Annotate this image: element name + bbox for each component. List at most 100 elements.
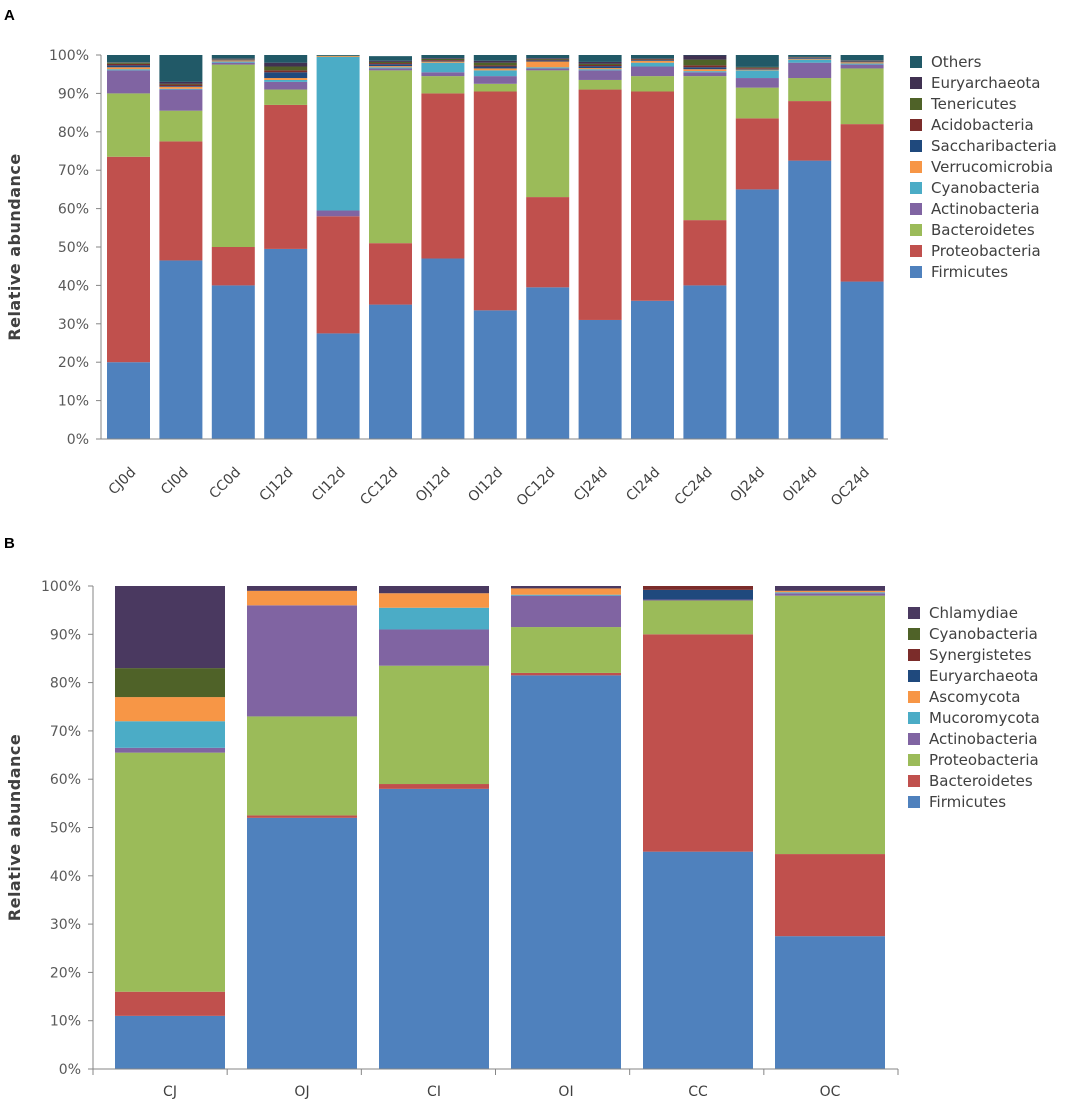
panel-a-bar-cj0d-saccharibacteria	[107, 65, 150, 68]
panel-a-bar-oc24d-cyanobacteria	[840, 63, 884, 65]
panel-a-bar-cj12d-tenericutes	[264, 66, 308, 71]
panel-b-xtick-label: OI	[558, 1084, 573, 1100]
panel-a-xtick-label: CC0d	[206, 465, 244, 503]
panel-a-bar-oj24d-bacteroidetes	[735, 87, 779, 119]
panel-a-bar-oj12d-acidobacteria	[421, 59, 465, 61]
panel-b-bar-oi-chlamydiae	[511, 586, 621, 589]
panel-a-bar-ci24d-verrucomicrobia	[631, 60, 674, 63]
panel-a-bar-oj24d-actinobacteria	[735, 78, 779, 88]
panel-a-legend-label-bacteroidetes: Bacteroidetes	[931, 221, 1035, 239]
panel-a-bar-ci12d-verrucomicrobia	[316, 56, 360, 57]
panel-b-ytick-label: 70%	[50, 724, 81, 740]
panel-a-bar-cj24d-bacteroidetes	[578, 79, 622, 90]
panel-label-b: B	[4, 535, 15, 552]
panel-b-bar-ci-chlamydiae	[379, 586, 489, 594]
panel-a-bar-oj12d-tenericutes	[421, 58, 465, 60]
panel-a-bar-oj12d-others	[421, 55, 465, 59]
panel-a-bar-oc24d-bacteroidetes	[840, 68, 884, 125]
panel-a-bar-oi12d-acidobacteria	[473, 65, 517, 67]
panel-b-xtick-label: CC	[688, 1084, 708, 1100]
panel-a-bar-oj24d-proteobacteria	[735, 118, 779, 190]
panel-a-legend-swatch-saccharibacteria	[910, 140, 922, 152]
panel-a-legend-label-saccharibacteria: Saccharibacteria	[931, 137, 1057, 155]
panel-a-bar-oc12d-actinobacteria	[526, 68, 570, 71]
panel-a-bar-ci0d-proteobacteria	[159, 141, 203, 261]
panel-b-xtick-label: OJ	[294, 1084, 309, 1100]
panel-a-bar-cc12d-verrucomicrobia	[369, 66, 412, 68]
panel-a-bar-oi12d-euryarchaeota	[473, 60, 517, 63]
panel-a-ytick-label: 100%	[49, 48, 89, 64]
panel-a-bar-oi24d-others	[788, 55, 832, 57]
panel-a-xtick-label: CJ24d	[571, 465, 611, 505]
panel-a-bar-ci0d-bacteroidetes	[159, 110, 203, 142]
panel-a-bar-oc12d-others	[526, 55, 570, 59]
panel-a-bar-oi12d-verrucomicrobia	[473, 68, 517, 71]
panel-b-legend-swatch-bacteroidetes	[908, 775, 920, 787]
panel-a-bar-ci0d-acidobacteria	[159, 84, 203, 87]
panel-b-xtick-label: CJ	[163, 1084, 177, 1100]
panel-a-bar-cj24d-actinobacteria	[578, 70, 622, 80]
panel-b-legend-swatch-mucoromycota	[908, 712, 920, 724]
panel-b-bar-oi-proteobacteria	[511, 627, 621, 673]
panel-a-bar-cc12d-cyanobacteria	[369, 67, 412, 69]
panel-a-bar-oc24d-actinobacteria	[840, 64, 884, 69]
panel-a-bar-cc24d-tenericutes	[683, 59, 727, 66]
panel-a-bar-cj12d-bacteroidetes	[264, 89, 308, 105]
panel-a-bar-ci0d-saccharibacteria	[159, 86, 203, 87]
panel-b-legend-swatch-chlamydiae	[908, 607, 920, 619]
panel-a-bar-oj12d-euryarchaeota	[421, 58, 465, 59]
panel-a-bar-oj12d-saccharibacteria	[421, 60, 465, 62]
panel-a-bar-oc24d-others	[840, 55, 884, 61]
panel-b-bar-ci-proteobacteria	[379, 665, 489, 785]
panel-label-a: A	[4, 7, 15, 24]
panel-b-bar-oc-proteobacteria	[775, 595, 885, 855]
panel-b-bar-oc-firmicutes	[775, 936, 885, 1069]
panel-a-bar-cc0d-actinobacteria	[211, 62, 255, 65]
panel-a-bar-oj12d-proteobacteria	[421, 93, 465, 259]
panel-a-bar-cj12d-cyanobacteria	[264, 79, 308, 82]
panel-a-legend-swatch-cyanobacteria	[910, 182, 922, 194]
panel-b-legend-label-bacteroidetes: Bacteroidetes	[929, 772, 1033, 790]
panel-a-bar-oi24d-actinobacteria	[788, 62, 832, 79]
panel-b-bar-oj-proteobacteria	[247, 716, 357, 816]
panel-a-xtick-label: CJ12d	[256, 465, 296, 505]
panel-a-bar-cc0d-firmicutes	[211, 285, 255, 439]
panel-b-bar-ci-bacteroidetes	[379, 784, 489, 789]
panel-a-legend-swatch-euryarchaeota	[910, 77, 922, 89]
panel-a-bar-oi12d-tenericutes	[473, 62, 517, 66]
panel-a-legend-label-others: Others	[931, 53, 982, 71]
panel-a-legend-swatch-others	[910, 56, 922, 68]
panel-a-bar-oc12d-saccharibacteria	[526, 60, 570, 62]
panel-a-bar-cc24d-acidobacteria	[683, 65, 727, 68]
panel-a-bar-cc0d-bacteroidetes	[211, 64, 255, 247]
panel-a-bar-cc24d-saccharibacteria	[683, 67, 727, 70]
panel-a-bar-ci0d-cyanobacteria	[159, 88, 203, 90]
panel-b-ytick-label: 100%	[41, 579, 81, 595]
panel-a-bar-oi12d-others	[473, 55, 517, 61]
panel-b-ytick-label: 80%	[50, 676, 81, 692]
panel-b-legend-swatch-ascomycota	[908, 691, 920, 703]
panel-b-bar-cc-euryarchaeota	[643, 589, 753, 600]
panel-a-ytick-label: 10%	[58, 394, 89, 410]
panel-a-bar-oc24d-proteobacteria	[840, 124, 884, 282]
panel-a-bar-cj12d-firmicutes	[264, 248, 308, 439]
panel-b-legend-label-euryarchaeota: Euryarchaeota	[929, 667, 1038, 685]
panel-a-bar-oj12d-firmicutes	[421, 258, 465, 439]
panel-a-bar-oj24d-acidobacteria	[735, 68, 779, 69]
panel-a-bar-cc12d-tenericutes	[369, 61, 412, 64]
panel-b-bar-cj-ascomycota	[115, 697, 225, 722]
panel-a-bar-cc24d-proteobacteria	[683, 220, 727, 286]
panel-a-legend-label-acidobacteria: Acidobacteria	[931, 116, 1034, 134]
panel-b-legend-swatch-proteobacteria	[908, 754, 920, 766]
panel-a-xtick-label: OJ24d	[727, 465, 768, 506]
panel-a-bar-cj0d-cyanobacteria	[107, 69, 150, 71]
panel-b-xtick-label: CI	[427, 1084, 441, 1100]
panel-b-bar-cj-chlamydiae	[115, 586, 225, 669]
panel-a-bar-oc24d-firmicutes	[840, 281, 884, 439]
panel-a-ytick-label: 70%	[58, 163, 89, 179]
panel-b-bar-oj-chlamydiae	[247, 586, 357, 591]
panel-a-bar-cc12d-others	[369, 56, 412, 61]
panel-a-y-axis-title: Relative abundance	[5, 153, 24, 340]
panel-b-bar-ci-mucoromycota	[379, 607, 489, 630]
